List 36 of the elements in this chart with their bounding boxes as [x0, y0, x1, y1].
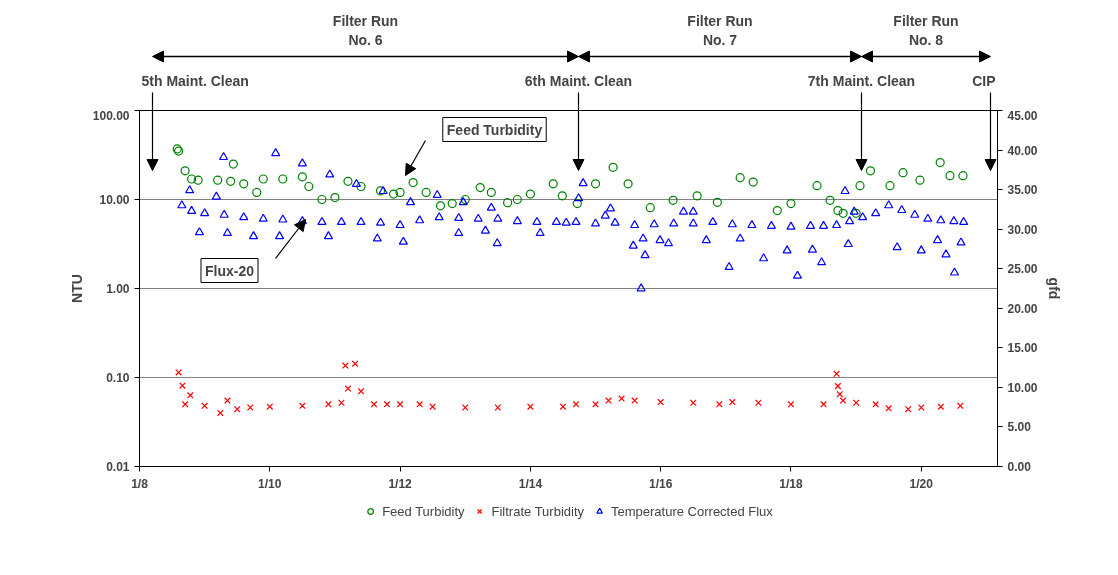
x-tick-label: 1/12 — [388, 476, 413, 491]
text: 5th Maint. Clean — [141, 72, 249, 89]
y2-tick-label: 40.00 — [1007, 143, 1038, 158]
y-tick-label: 0.01 — [106, 460, 130, 474]
y-tick-label: 1.00 — [106, 282, 130, 296]
y2-tick-label: 15.00 — [1007, 341, 1038, 356]
y2-tick-label: 30.00 — [1007, 222, 1038, 237]
x-tick-label: 1/16 — [649, 476, 673, 491]
x-tick-label: 1/20 — [909, 476, 934, 491]
annotation: Flux-20 — [204, 262, 255, 279]
text: 7th Maint. Clean — [807, 72, 916, 89]
y2-tick-label: 20.00 — [1007, 301, 1038, 316]
x-tick-label: 1/10 — [258, 476, 282, 491]
y2-axis-title: gfd — [1045, 277, 1062, 300]
legend-label: Filtrate Turbidity — [491, 503, 585, 519]
x-tick-label: 1/14 — [518, 476, 543, 491]
y2-tick-label: 25.00 — [1007, 262, 1038, 277]
text: Filter Run No. 8 — [893, 13, 959, 49]
annotation: Feed Turbidity — [446, 121, 543, 138]
text: Filter Run No. 6 — [332, 13, 399, 49]
x-tick-label: 1/18 — [779, 476, 803, 491]
y2-tick-label: 45.00 — [1007, 108, 1038, 123]
y2-tick-label: 0.00 — [1007, 460, 1032, 474]
y2-tick-label: 35.00 — [1007, 183, 1038, 198]
y-tick-label: 0.10 — [106, 371, 130, 385]
legend-label: Temperature Corrected Flux — [611, 503, 773, 519]
y-tick-label: 10.00 — [99, 193, 130, 207]
y-axis-title: NTU — [68, 274, 85, 303]
text: 6th Maint. Clean — [524, 72, 633, 89]
legend-label: Feed Turbidity — [382, 503, 465, 519]
text: Filter Run No. 7 — [687, 13, 753, 49]
text: CIP — [972, 72, 996, 89]
x-tick-label: 1/8 — [131, 476, 149, 491]
y2-tick-label: 10.00 — [1007, 380, 1038, 395]
y-tick-label: 100.00 — [92, 108, 130, 123]
y2-tick-label: 5.00 — [1007, 420, 1032, 435]
